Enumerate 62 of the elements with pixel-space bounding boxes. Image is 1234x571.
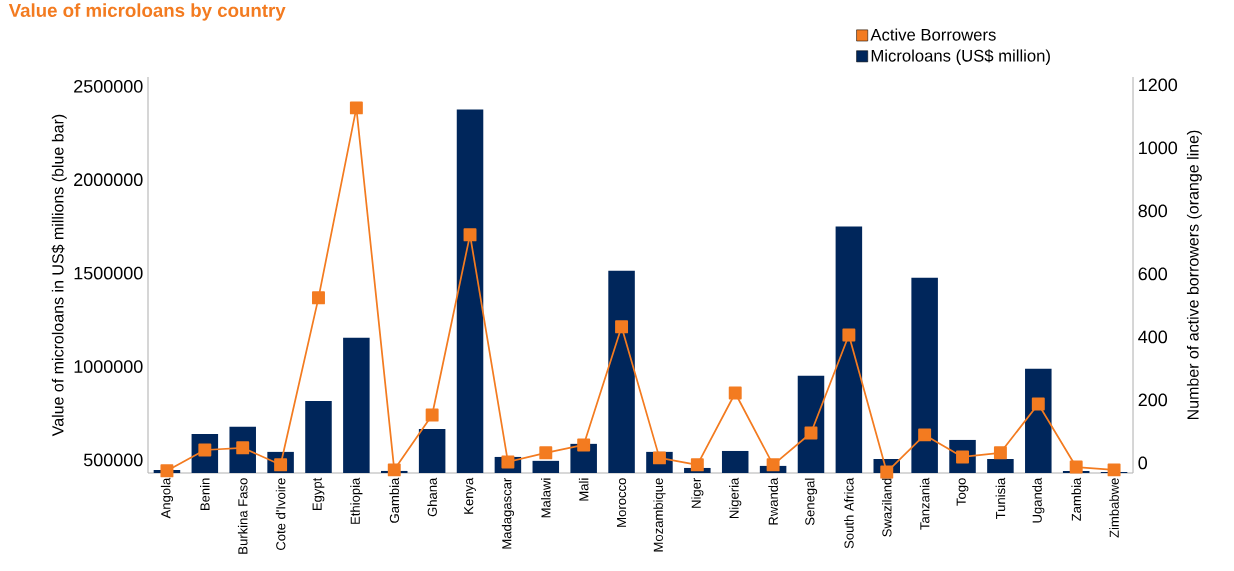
x-tick-label: Cote d'Ivoire xyxy=(275,478,286,550)
x-tick-label: Nigeria xyxy=(729,477,742,519)
point xyxy=(349,101,363,115)
y2-tick-label: 400 xyxy=(1138,330,1168,344)
x-tick-label: Togo xyxy=(956,478,969,506)
point xyxy=(1031,397,1045,411)
chart-title: Value of microloans by country xyxy=(8,3,286,21)
x-tick-label: Swaziland xyxy=(881,478,892,537)
point xyxy=(880,465,894,479)
x-tick-label: Burkina Faso xyxy=(237,478,248,554)
x-tick-label: Ghana xyxy=(427,477,437,517)
y2-tick-label: 600 xyxy=(1138,267,1168,281)
x-tick-label: Zimbabwe xyxy=(1109,478,1119,538)
y2-tick-label: 800 xyxy=(1138,204,1168,218)
x-tick-label: Niger xyxy=(691,477,704,508)
x-tick-label: Ethiopia xyxy=(350,477,363,524)
x-tick-label: Tunisia xyxy=(995,477,1006,520)
legend-label: Microloans (US$ million) xyxy=(871,49,1050,65)
x-tick-label: Angola xyxy=(160,477,174,519)
point xyxy=(312,291,325,305)
x-tick-label: Madagascar xyxy=(501,477,515,549)
y-tick-label: 2500000 xyxy=(74,79,143,93)
point xyxy=(425,408,439,422)
point xyxy=(842,328,856,342)
point xyxy=(387,463,401,477)
point xyxy=(690,458,704,472)
y2-axis-title: Number of active borrowers (orange line) xyxy=(1186,130,1202,420)
point xyxy=(577,438,591,452)
legend-label: Active Borrowers xyxy=(870,28,996,41)
y2-tick-label: 1200 xyxy=(1139,78,1178,92)
x-tick-label: South Africa xyxy=(844,477,854,549)
x-tick-label: Senegal xyxy=(804,478,818,526)
point xyxy=(918,428,932,442)
x-tick-label: Tanzania xyxy=(919,477,930,530)
x-tick-label: Morocco xyxy=(617,478,627,527)
point xyxy=(993,446,1007,460)
x-tick-label: Kenya xyxy=(464,477,476,514)
x-tick-label: Uganda xyxy=(1032,477,1045,523)
x-tick-label: Egypt xyxy=(312,477,325,511)
point xyxy=(766,458,780,472)
x-tick-label: Gambia xyxy=(389,477,400,523)
x-tick-label: Benin xyxy=(200,478,210,511)
y2-tick-label: 200 xyxy=(1138,393,1168,407)
y2-tick-label: 0 xyxy=(1138,456,1148,470)
x-tick-label: Mozambique xyxy=(653,478,666,552)
x-tick-label: Zambia xyxy=(1071,477,1081,521)
x-tick-label: Rwanda xyxy=(768,477,778,525)
point xyxy=(1069,460,1083,474)
point xyxy=(728,386,742,400)
point xyxy=(1107,463,1121,477)
point xyxy=(615,320,629,334)
point xyxy=(539,446,553,460)
y-tick-label: 2000000 xyxy=(74,173,143,187)
y-tick-label: 1000000 xyxy=(74,360,143,373)
x-tick-label: Mali xyxy=(578,478,589,501)
y-tick-label: 1500000 xyxy=(74,266,143,280)
point xyxy=(160,464,174,478)
y2-tick-label: 1000 xyxy=(1139,141,1178,155)
point xyxy=(463,228,477,242)
y-tick-label: 500000 xyxy=(83,453,143,467)
y-axis-title: Value of microloans in US$ millions (blue bar) xyxy=(51,114,67,437)
x-tick-label: Malawi xyxy=(540,478,551,518)
